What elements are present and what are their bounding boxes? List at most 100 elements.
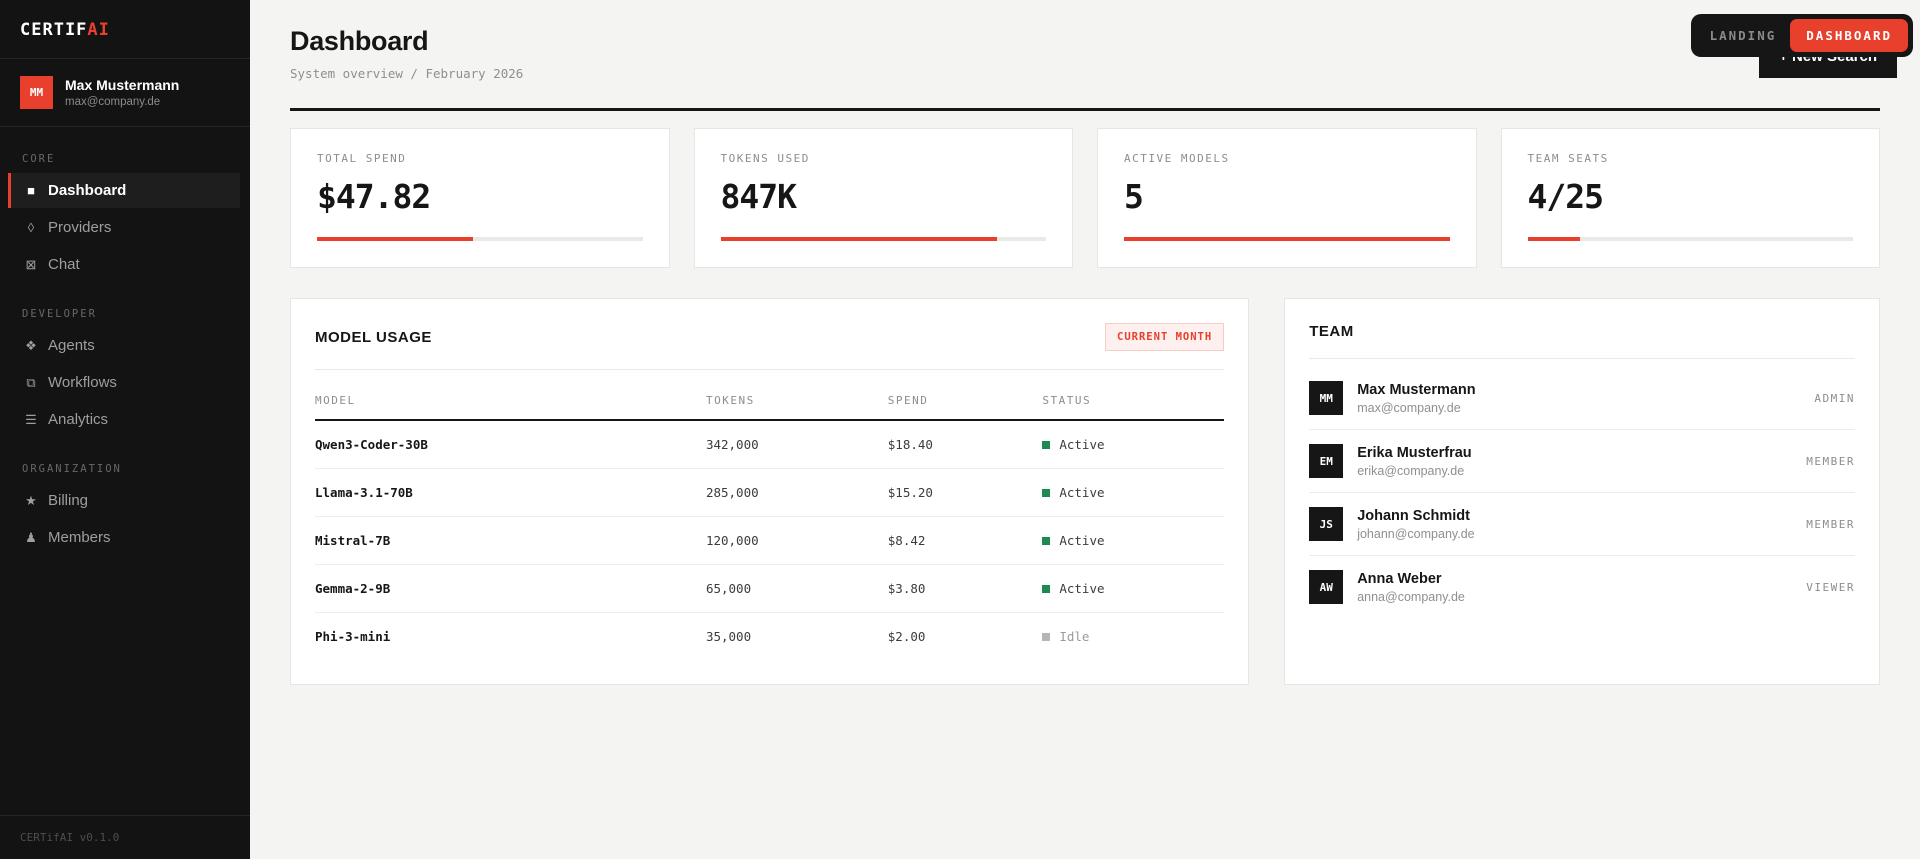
stat-label: TOKENS USED	[720, 152, 810, 165]
member-email: erika@company.de	[1357, 463, 1465, 478]
billing-star-icon: ★	[25, 492, 37, 508]
column-header-spend: SPEND	[887, 394, 929, 407]
team-member-row: EM Erika Musterfrau erika@company.de MEM…	[1309, 430, 1855, 493]
sidebar-section: ORGANIZATION ★ Billing ♟ Members	[0, 463, 250, 555]
avatar: JS	[1309, 507, 1344, 541]
sidebar-item-members[interactable]: ♟ Members	[8, 520, 240, 555]
status-square-icon	[1042, 633, 1051, 641]
table-row: Mistral-7B 120,000 $8.42 Active	[315, 517, 1225, 565]
view-toggle-landing[interactable]: LANDING	[1696, 19, 1791, 52]
member-email: anna@company.de	[1357, 589, 1465, 604]
model-name-cell: Gemma-2-9B	[315, 581, 391, 596]
sidebar-section-label: ORGANIZATION	[22, 463, 122, 475]
model-usage-panel: MODEL USAGE CURRENT MONTH MODEL TOKENS SPE…	[290, 298, 1250, 685]
spend-cell: $2.00	[887, 629, 926, 644]
stat-label: TEAM SEATS	[1527, 152, 1609, 165]
sidebar-item-label: Dashboard	[48, 182, 127, 199]
progress-fill	[1124, 237, 1450, 241]
breadcrumb: System overview / February 2026	[290, 66, 524, 81]
table-row: Phi-3-mini 35,000 $2.00 Idle	[315, 613, 1224, 660]
sidebar-item-chat[interactable]: ⊠ Chat	[8, 247, 240, 282]
status-label: Active	[1059, 533, 1105, 548]
sidebar-item-dashboard[interactable]: ■ Dashboard	[8, 173, 240, 208]
progress-fill	[1527, 237, 1580, 241]
stat-value: $47.82	[317, 177, 431, 216]
current-month-badge: CURRENT MONTH	[1105, 323, 1225, 351]
stat-value: 5	[1124, 177, 1144, 216]
spend-cell: $8.42	[887, 533, 926, 548]
sidebar-section: CORE ■ Dashboard ◊ Providers ⊠ Chat	[0, 153, 250, 282]
member-email: johann@company.de	[1357, 526, 1475, 541]
status-cell: Active	[1042, 437, 1224, 452]
status-label: Active	[1059, 485, 1105, 500]
sidebar-section: DEVELOPER ❖ Agents ⧉ Workflows ☰ Analyti…	[0, 308, 250, 437]
member-email: max@company.de	[1357, 400, 1461, 415]
spend-cell: $3.80	[887, 581, 926, 596]
sidebar-item-workflows[interactable]: ⧉ Workflows	[8, 365, 240, 400]
sidebar-item-providers[interactable]: ◊ Providers	[8, 210, 240, 245]
model-usage-title: MODEL USAGE	[315, 328, 432, 346]
panel-divider	[1309, 358, 1855, 359]
status-cell: Idle	[1042, 629, 1224, 644]
member-name: Max Mustermann	[1357, 381, 1476, 398]
providers-diamond-icon: ◊	[27, 220, 35, 235]
stat-card-active-models: ACTIVE MODELS 5	[1097, 128, 1477, 268]
progress-fill	[720, 237, 998, 241]
team-member-row: AW Anna Weber anna@company.de VIEWER	[1309, 556, 1855, 618]
stat-card-tokens-used: TOKENS USED 847K	[693, 128, 1073, 268]
stat-label: TOTAL SPEND	[317, 152, 407, 165]
model-name-cell: Phi-3-mini	[315, 629, 391, 644]
chat-envelope-icon: ⊠	[25, 256, 37, 272]
progress-bar	[317, 237, 643, 241]
panel-divider	[315, 369, 1225, 370]
team-title: TEAM	[1309, 323, 1354, 340]
spend-cell: $15.20	[887, 485, 933, 500]
team-panel: TEAM MM Max Mustermann max@company.de AD…	[1284, 298, 1880, 685]
sidebar-section-label: CORE	[22, 153, 56, 165]
sidebar-item-label: Providers	[48, 219, 112, 236]
tokens-cell: 285,000	[705, 485, 759, 500]
status-square-icon	[1042, 537, 1051, 545]
stats-row: TOTAL SPEND $47.82 TOKENS USED 847K ACTI…	[290, 128, 1880, 268]
table-row: Gemma-2-9B 65,000 $3.80 Active	[315, 565, 1225, 613]
progress-bar	[720, 237, 1046, 241]
stat-value: 847K	[720, 177, 797, 216]
brand-logo: CERTIFAI	[20, 20, 230, 40]
user-email: max@company.de	[65, 96, 161, 108]
column-header-tokens: TOKENS	[705, 394, 755, 407]
main-content: Dashboard System overview / February 202…	[250, 0, 1920, 859]
brand-logo-prefix: CERTIF	[20, 20, 88, 40]
user-profile[interactable]: MM Max Mustermann max@company.de	[0, 59, 250, 127]
member-name: Anna Weber	[1357, 570, 1442, 587]
sidebar-item-label: Billing	[48, 492, 89, 509]
member-role-badge: MEMBER	[1806, 454, 1855, 468]
tokens-cell: 342,000	[705, 437, 759, 452]
sidebar-item-label: Chat	[48, 256, 80, 273]
sidebar-item-agents[interactable]: ❖ Agents	[8, 328, 240, 363]
analytics-lines-icon: ☰	[25, 411, 37, 427]
model-name-cell: Mistral-7B	[315, 533, 391, 548]
avatar: AW	[1309, 570, 1344, 604]
tokens-cell: 35,000	[705, 629, 752, 644]
avatar: MM	[20, 76, 53, 109]
sidebar-item-analytics[interactable]: ☰ Analytics	[8, 402, 240, 437]
progress-bar	[1527, 237, 1853, 241]
sidebar-item-label: Agents	[48, 337, 95, 354]
user-name: Max Mustermann	[65, 77, 180, 93]
sidebar-item-label: Members	[48, 529, 111, 546]
agents-diamonds-icon: ❖	[25, 337, 37, 353]
member-name: Johann Schmidt	[1357, 507, 1470, 524]
workflows-overlap-squares-icon: ⧉	[26, 374, 36, 390]
avatar: EM	[1309, 444, 1344, 478]
sidebar-section-label: DEVELOPER	[22, 308, 97, 320]
model-name-cell: Qwen3-Coder-30B	[315, 437, 428, 452]
member-name: Erika Musterfrau	[1357, 444, 1472, 461]
member-role-badge: VIEWER	[1806, 580, 1855, 594]
table-body: Qwen3-Coder-30B 342,000 $18.40 Active Ll…	[315, 421, 1225, 660]
stat-label: ACTIVE MODELS	[1124, 152, 1230, 165]
sidebar-item-billing[interactable]: ★ Billing	[8, 483, 240, 518]
panels-row: MODEL USAGE CURRENT MONTH MODEL TOKENS SPE…	[290, 298, 1880, 685]
brand-logo-accent: AI	[87, 20, 110, 40]
status-cell: Active	[1042, 485, 1224, 500]
view-toggle-dashboard[interactable]: DASHBOARD	[1790, 19, 1908, 52]
